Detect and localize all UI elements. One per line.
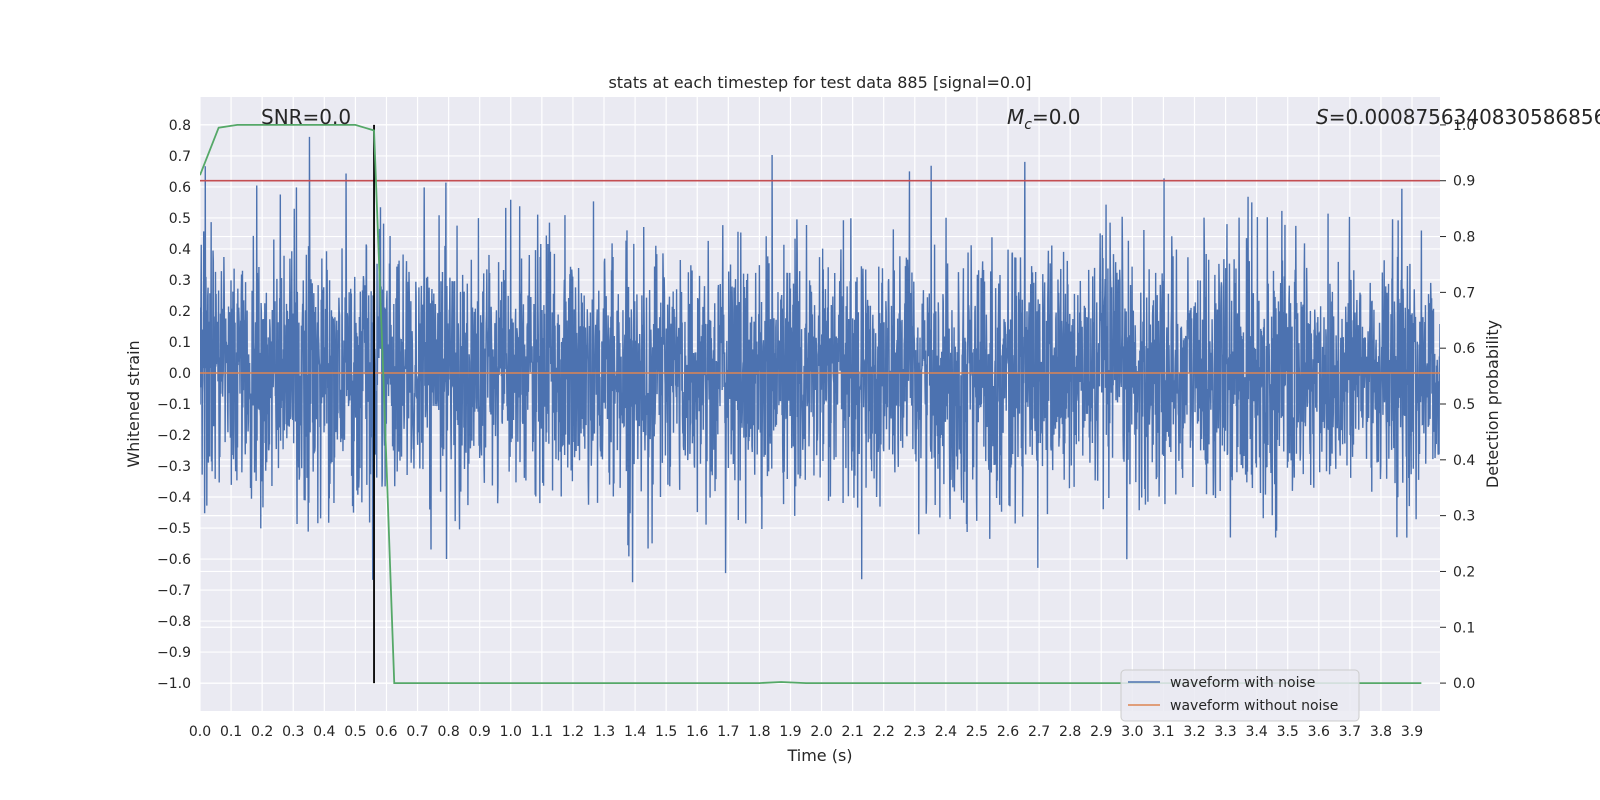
y-tick-label: 0.0 bbox=[169, 366, 191, 382]
x-tick-label: 1.6 bbox=[686, 724, 708, 740]
x-tick-label: 3.1 bbox=[1152, 724, 1174, 740]
x-tick-label: 3.4 bbox=[1246, 724, 1268, 740]
y-tick-label: −0.7 bbox=[157, 583, 191, 599]
series-detection-probability bbox=[200, 124, 1422, 684]
x-tick-label: 0.4 bbox=[313, 724, 335, 740]
x-tick-label: 0.2 bbox=[251, 724, 273, 740]
y2-axis-ticks: 1.0 0.9 0.8 0.7 0.6 0.5 0.4 0.3 0.2 0.1 0.0 bbox=[1440, 118, 1475, 692]
y-tick-label: 0.4 bbox=[169, 242, 191, 258]
x-tick-label: 3.0 bbox=[1121, 724, 1143, 740]
y2-tick-label: 0.0 bbox=[1453, 676, 1475, 692]
legend-box bbox=[1120, 669, 1360, 722]
series-waveform-with-noise bbox=[200, 136, 1440, 583]
legend: waveform with noise waveform without noi… bbox=[1120, 669, 1360, 722]
x-tick-label: 3.6 bbox=[1308, 724, 1330, 740]
y2-tick-label: 0.8 bbox=[1453, 230, 1475, 246]
x-tick-label: 2.1 bbox=[841, 724, 863, 740]
x-axis-label: Time (s) bbox=[786, 746, 852, 765]
x-tick-label: 1.8 bbox=[748, 724, 770, 740]
y2-tick-label: 0.4 bbox=[1453, 453, 1475, 469]
s-annotation: S=0.0008756340830586856 bbox=[1316, 105, 1600, 129]
y-tick-label: −0.1 bbox=[157, 397, 191, 413]
y2-tick-label: 0.5 bbox=[1453, 397, 1475, 413]
x-tick-label: 2.4 bbox=[935, 724, 957, 740]
x-axis-ticks: 0.0 0.1 0.2 0.3 0.4 0.5 0.6 0.7 0.8 0.9 1.0 1.1 1.2 1… bbox=[189, 724, 1423, 740]
y-tick-label: 0.1 bbox=[169, 335, 191, 351]
x-tick-label: 3.2 bbox=[1183, 724, 1205, 740]
x-tick-label: 2.3 bbox=[904, 724, 926, 740]
snr-annotation: SNR=0.0 bbox=[261, 105, 351, 129]
x-tick-label: 3.3 bbox=[1214, 724, 1236, 740]
chirp-mass-annotation: Mc=0.0 bbox=[1007, 105, 1081, 133]
x-tick-label: 1.7 bbox=[717, 724, 739, 740]
y-tick-label: −0.5 bbox=[157, 521, 191, 537]
x-tick-label: 2.5 bbox=[966, 724, 988, 740]
x-tick-label: 3.9 bbox=[1401, 724, 1423, 740]
x-tick-label: 2.6 bbox=[997, 724, 1019, 740]
y-tick-label: 0.2 bbox=[169, 304, 191, 320]
x-tick-label: 0.1 bbox=[220, 724, 242, 740]
y-axis-label: Whitened strain bbox=[124, 340, 143, 467]
y2-tick-label: 0.3 bbox=[1453, 509, 1475, 525]
y-tick-label: −0.9 bbox=[157, 645, 191, 661]
y-tick-label: −1.0 bbox=[157, 676, 191, 692]
y2-tick-label: 0.6 bbox=[1453, 341, 1475, 357]
x-tick-label: 1.0 bbox=[500, 724, 522, 740]
x-tick-label: 1.2 bbox=[562, 724, 584, 740]
legend-label-noise: waveform with noise bbox=[1170, 675, 1315, 691]
x-tick-label: 0.5 bbox=[344, 724, 366, 740]
y-tick-label: 0.6 bbox=[169, 180, 191, 196]
y2-tick-label: 0.7 bbox=[1453, 285, 1475, 301]
x-tick-label: 2.0 bbox=[810, 724, 832, 740]
y2-tick-label: 0.1 bbox=[1453, 620, 1475, 636]
y2-axis-label: Detection probability bbox=[1483, 320, 1502, 488]
legend-label-clean: waveform without noise bbox=[1170, 698, 1338, 714]
y-axis-ticks: 0.8 0.7 0.6 0.5 0.4 0.3 0.2 0.1 0.0 −0.1 −0.2 −0.3 −… bbox=[157, 118, 191, 692]
x-tick-label: 1.1 bbox=[531, 724, 553, 740]
x-tick-label: 3.8 bbox=[1370, 724, 1392, 740]
x-tick-label: 0.8 bbox=[437, 724, 459, 740]
x-tick-label: 2.7 bbox=[1028, 724, 1050, 740]
chart-title: stats at each timestep for test data 885… bbox=[608, 73, 1031, 92]
x-tick-label: 0.7 bbox=[406, 724, 428, 740]
y-tick-label: −0.3 bbox=[157, 459, 191, 475]
x-tick-label: 3.7 bbox=[1339, 724, 1361, 740]
x-tick-label: 3.5 bbox=[1277, 724, 1299, 740]
x-tick-label: 1.9 bbox=[779, 724, 801, 740]
x-tick-label: 0.0 bbox=[189, 724, 211, 740]
x-tick-label: 0.9 bbox=[469, 724, 491, 740]
y2-tick-label: 0.2 bbox=[1453, 564, 1475, 580]
y-tick-label: 0.8 bbox=[169, 118, 191, 134]
x-tick-label: 1.3 bbox=[593, 724, 615, 740]
x-tick-label: 0.6 bbox=[375, 724, 397, 740]
y-tick-label: −0.8 bbox=[157, 614, 191, 630]
y-tick-label: −0.2 bbox=[157, 428, 191, 444]
x-tick-label: 2.9 bbox=[1090, 724, 1112, 740]
x-tick-label: 1.4 bbox=[624, 724, 646, 740]
y-tick-label: 0.3 bbox=[169, 273, 191, 289]
x-tick-label: 1.5 bbox=[655, 724, 677, 740]
y-tick-label: 0.7 bbox=[169, 149, 191, 165]
y2-tick-label: 1.0 bbox=[1453, 118, 1475, 134]
x-tick-label: 2.2 bbox=[873, 724, 895, 740]
y-tick-label: 0.5 bbox=[169, 211, 191, 227]
y-tick-label: −0.6 bbox=[157, 552, 191, 568]
y-tick-label: −0.4 bbox=[157, 490, 191, 506]
x-tick-label: 0.3 bbox=[282, 724, 304, 740]
x-tick-label: 2.8 bbox=[1059, 724, 1081, 740]
y2-tick-label: 0.9 bbox=[1453, 174, 1475, 190]
